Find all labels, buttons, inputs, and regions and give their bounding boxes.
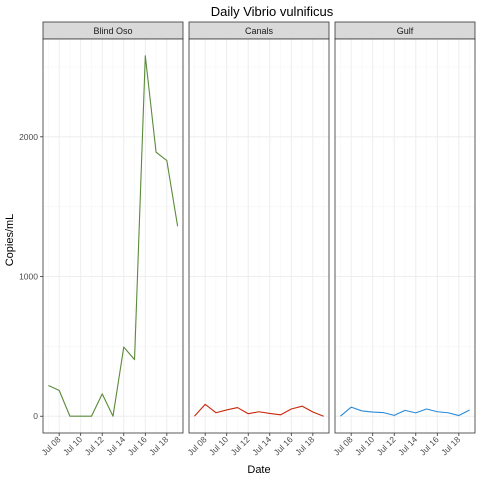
x-tick-label: Jul 12 [229, 434, 252, 457]
panel-border [334, 38, 476, 434]
y-axis: 0 1000 2000 [19, 132, 43, 421]
x-tick-label: Jul 16 [418, 434, 441, 457]
x-tick-label: Jul 14 [104, 434, 127, 457]
x-tick-label: Jul 08 [331, 434, 354, 457]
x-axis-title: Date [247, 464, 270, 476]
facet-strip-label: Canals [245, 26, 274, 36]
facet-strip-label: Blind Oso [93, 26, 132, 36]
x-tick-label: Jul 18 [147, 434, 170, 457]
x-tick-label: Jul 18 [439, 434, 462, 457]
y-tick-label: 0 [33, 411, 38, 421]
x-tick-label: Jul 16 [126, 434, 149, 457]
x-tick-label: Jul 08 [39, 434, 62, 457]
panel-border [42, 38, 184, 434]
series-line-canals [193, 403, 324, 417]
x-tick-label: Jul 10 [61, 434, 84, 457]
x-tick-label: Jul 10 [207, 434, 230, 457]
y-axis-title: Copies/mL [4, 214, 16, 267]
x-tick-label: Jul 12 [83, 434, 106, 457]
x-tick-label: Jul 14 [250, 434, 273, 457]
x-tick-label: Jul 18 [293, 434, 316, 457]
x-tick-label: Jul 12 [375, 434, 398, 457]
x-tick-label: Jul 08 [185, 434, 208, 457]
series-line-gulf [340, 406, 470, 417]
y-tick-label: 1000 [19, 272, 38, 282]
x-tick-label: Jul 10 [353, 434, 376, 457]
panel-border [188, 38, 330, 434]
y-tick-label: 2000 [19, 132, 38, 142]
chart-title: Daily Vibrio vulnificus [211, 4, 334, 19]
x-tick-label: Jul 14 [396, 434, 419, 457]
series-line-blind-oso [48, 55, 179, 417]
x-tick-label: Jul 16 [272, 434, 295, 457]
facet-strip-label: Gulf [397, 26, 414, 36]
